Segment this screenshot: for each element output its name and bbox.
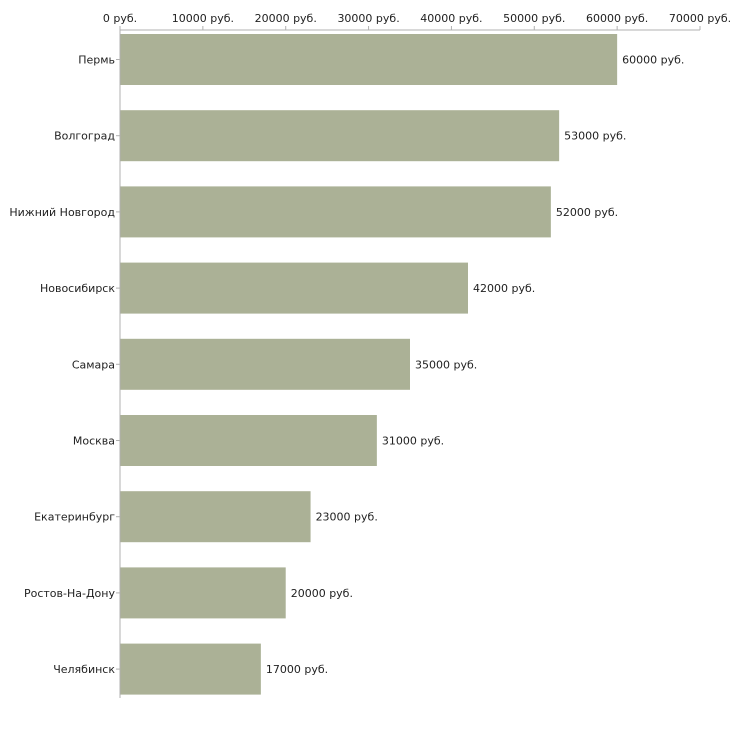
value-label: 42000 руб. — [473, 282, 535, 295]
y-axis: Пермь Волгоград Нижний Новгород Новосибирск… — [9, 30, 121, 698]
value-label: 23000 руб. — [316, 511, 378, 524]
bar — [120, 34, 618, 85]
x-tick-label: 40000 руб. — [420, 12, 482, 25]
x-tick-label: 20000 руб. — [255, 12, 317, 25]
x-axis: 0 руб. 10000 руб. 20000 руб. 30000 руб. 4000… — [103, 12, 730, 31]
bar — [120, 262, 468, 314]
category-label: Москва — [73, 435, 115, 448]
category-label: Пермь — [78, 54, 115, 67]
x-tick-label: 30000 руб. — [337, 12, 399, 25]
x-tick-label: 70000 руб. — [669, 12, 730, 25]
bar — [120, 491, 311, 543]
category-label: Нижний Новгород — [9, 206, 115, 219]
value-label: 20000 руб. — [291, 587, 353, 600]
bar — [120, 643, 261, 695]
bar — [120, 567, 286, 619]
bar — [120, 186, 551, 238]
bars — [120, 34, 618, 695]
x-tick-label: 0 руб. — [103, 12, 137, 25]
value-label: 53000 руб. — [564, 130, 626, 143]
x-tick-label: 50000 руб. — [503, 12, 565, 25]
category-label: Екатеринбург — [34, 511, 115, 524]
value-label: 17000 руб. — [266, 663, 328, 676]
value-label: 35000 руб. — [415, 358, 477, 371]
category-label: Челябинск — [53, 663, 115, 676]
bar — [120, 338, 410, 390]
bar — [120, 110, 560, 162]
category-label: Ростов-На-Дону — [24, 587, 115, 600]
category-label: Новосибирск — [40, 282, 115, 295]
value-labels: 60000 руб. 53000 руб. 52000 руб. 42000 руб.… — [266, 54, 685, 677]
x-tick-label: 60000 руб. — [586, 12, 648, 25]
category-label: Волгоград — [54, 130, 115, 143]
bar — [120, 415, 377, 466]
value-label: 52000 руб. — [556, 206, 618, 219]
category-label: Самара — [72, 358, 115, 371]
value-label: 60000 руб. — [622, 54, 684, 67]
value-label: 31000 руб. — [382, 435, 444, 448]
x-tick-label: 10000 руб. — [172, 12, 234, 25]
